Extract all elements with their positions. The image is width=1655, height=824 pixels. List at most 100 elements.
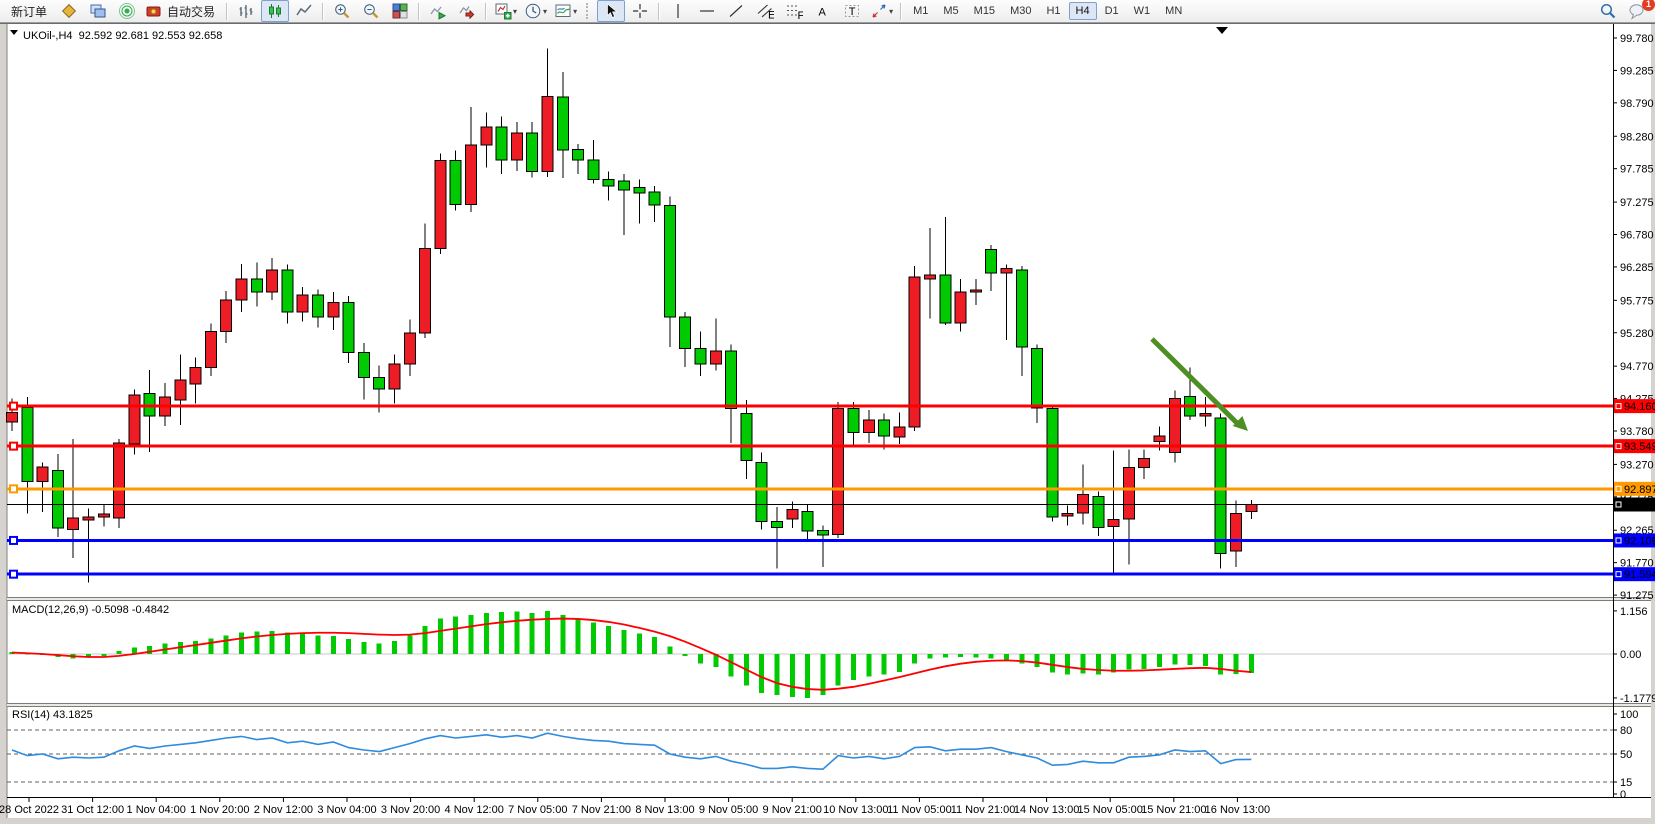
price-tick-label: 96.780 [1620,230,1654,242]
text-icon[interactable]: A [809,0,837,22]
candle-body [296,294,309,313]
symbol-dropdown-icon[interactable] [10,30,18,35]
line-chart-icon[interactable] [290,0,318,22]
rsi-tick-label: 50 [1620,749,1632,761]
candle-body [1122,467,1135,520]
search-icon[interactable] [1594,0,1622,22]
trend-arrow-annotation[interactable] [1150,337,1240,426]
candle-body [556,96,569,151]
new-order-button[interactable]: 新订单 [4,0,54,22]
macd-histogram-bar [621,629,627,654]
line-handle[interactable] [9,569,18,579]
auto-scroll-icon[interactable] [424,0,452,22]
macd-histogram-bar [254,631,260,654]
trendline-icon[interactable] [722,0,750,22]
price-tag-handle [1615,571,1622,578]
cursor-icon[interactable] [597,0,626,22]
candles-chart-icon[interactable] [261,0,290,22]
time-tick-label: 11 Nov 21:00 [951,804,1016,816]
candle-body [327,302,340,318]
candle-body [954,291,967,324]
candle-body [969,289,982,293]
channel-icon[interactable]: E [751,0,779,22]
periods-icon[interactable]: ▾ [521,0,550,22]
chart-shift-icon[interactable] [453,0,481,22]
trend-arrow-head[interactable] [1232,416,1248,431]
timeframe-button-w1[interactable]: W1 [1133,5,1151,17]
dropdown-caret-icon[interactable]: ▾ [889,6,894,16]
candle-body [878,419,891,437]
arrows-icon[interactable]: ▾ [867,0,896,22]
vline-icon[interactable] [664,0,692,22]
hline-icon[interactable] [693,0,721,22]
timeframe-button-d1[interactable]: D1 [1104,5,1119,17]
new-chart-icon[interactable] [55,0,83,22]
candle-body [174,379,187,401]
signal-icon[interactable] [113,0,141,22]
price-tick-label: 98.280 [1620,131,1654,143]
macd-histogram-bar [101,654,107,657]
macd-histogram-bar [1049,654,1055,673]
candle-body [939,274,952,324]
macd-histogram-bar [1126,654,1132,670]
macd-histogram-bar [1080,654,1086,674]
line-handle[interactable] [9,401,18,411]
macd-histogram-bar [912,654,918,664]
line-handle[interactable] [9,441,18,451]
profile-icon[interactable] [84,0,112,22]
candle-body [82,516,95,521]
autotrade-button-label: 自动交易 [167,4,216,19]
candle-body [1245,503,1258,513]
timeframe-button-m5[interactable]: M5 [943,5,959,17]
line-handle[interactable] [9,484,18,494]
time-tick-label: 9 Nov 21:00 [763,804,822,816]
macd-histogram-bar [422,626,428,654]
macd-histogram-bar [514,611,520,654]
zoom-in-icon[interactable] [328,0,356,22]
svg-text:F: F [798,10,804,20]
chart-shift-marker[interactable] [1216,27,1228,34]
chat-icon[interactable]: 1 [1623,0,1655,22]
time-tick-label: 15 Nov 05:00 [1077,804,1142,816]
timeframe-button-m1[interactable]: M1 [913,5,929,17]
price-tick-label: 99.780 [1620,33,1654,45]
crosshair-icon[interactable] [626,0,654,22]
macd-histogram-bar [866,654,872,677]
zoom-out-icon[interactable] [357,0,385,22]
price-tag-label: 94.160 [1624,401,1655,413]
macd-histogram-bar [1187,654,1193,666]
templates-icon[interactable]: ▾ [551,0,580,22]
tile-windows-icon[interactable] [386,0,414,22]
autotrade-button[interactable]: 自动交易 [142,0,222,22]
candle-body [1230,513,1242,552]
price-tag-handle [1615,485,1622,492]
macd-histogram-bar [361,642,367,654]
candle-body [541,95,554,173]
timeframe-button-m30[interactable]: M30 [1010,5,1032,17]
candle-body [602,178,615,187]
macd-histogram-bar [330,636,336,654]
rsi-label: RSI(14) 43.1825 [12,709,93,721]
price-tag-92.109 [1614,533,1655,548]
candle-body [1046,408,1059,518]
time-tick-label: 14 Nov 13:00 [1014,804,1079,816]
timeframe-button-h4[interactable]: H4 [1068,2,1097,20]
bars-chart-icon[interactable] [232,0,260,22]
price-tick-label: 97.275 [1620,197,1654,209]
chart-area: 99.780 99.285 98.790 98.280 97.785 97.275 96.7… [0,23,1655,824]
dropdown-caret-icon[interactable]: ▾ [543,6,548,16]
indicators-icon[interactable]: ▾ [491,0,520,22]
timeframe-button-mn[interactable]: MN [1165,5,1183,17]
timeframe-button-h1[interactable]: H1 [1046,5,1061,17]
macd-histogram-bar [392,640,397,654]
macd-histogram-bar [851,654,856,681]
macd-histogram-bar [942,654,948,658]
line-handle[interactable] [9,535,18,545]
dropdown-caret-icon[interactable]: ▾ [513,6,518,16]
fibonacci-icon[interactable]: F [780,0,808,22]
label-icon[interactable]: T [838,0,866,22]
macd-histogram-bar [1095,654,1101,675]
dropdown-caret-icon[interactable]: ▾ [573,6,578,16]
macd-histogram-bar [1141,654,1147,669]
timeframe-button-m15[interactable]: M15 [973,5,996,17]
